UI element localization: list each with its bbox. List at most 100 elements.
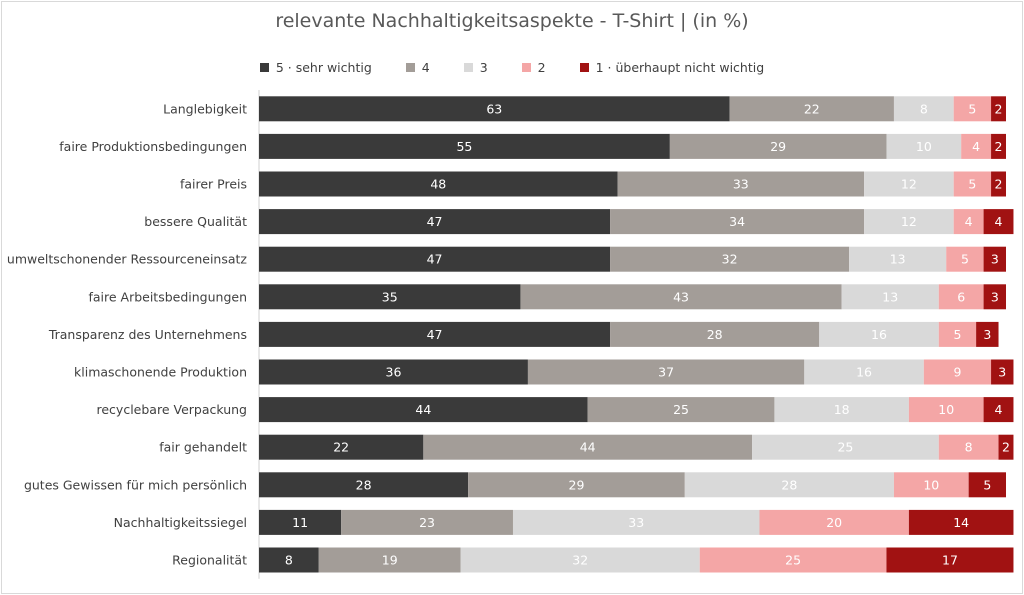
data-label: 44 bbox=[415, 402, 431, 417]
bar-segment bbox=[460, 547, 700, 573]
data-label: 11 bbox=[292, 515, 308, 530]
bar-segment bbox=[684, 472, 894, 498]
legend-label-2: 3 bbox=[479, 60, 488, 75]
bar-segment bbox=[259, 547, 319, 573]
data-label: 10 bbox=[923, 477, 939, 492]
data-label: 5 bbox=[961, 252, 969, 267]
data-label: 37 bbox=[658, 365, 674, 380]
category-label: gutes Gewissen für mich persönlich bbox=[24, 477, 247, 492]
bar-segment bbox=[259, 171, 618, 197]
data-label: 35 bbox=[382, 289, 398, 304]
data-label: 25 bbox=[673, 402, 689, 417]
bar-segment bbox=[864, 209, 954, 235]
bar-segment bbox=[991, 96, 1006, 122]
data-label: 2 bbox=[995, 139, 1003, 154]
data-label: 4 bbox=[972, 139, 980, 154]
legend-label-0: 5 · sehr wichtig bbox=[275, 60, 372, 75]
data-label: 47 bbox=[427, 327, 443, 342]
bar-segment bbox=[991, 359, 1014, 385]
legend-swatch-1 bbox=[405, 63, 415, 72]
data-label: 8 bbox=[965, 440, 973, 455]
category-label: Langlebigkeit bbox=[163, 101, 247, 116]
bar-segment bbox=[259, 321, 611, 347]
legend-swatch-2 bbox=[463, 63, 473, 72]
data-label: 47 bbox=[427, 214, 443, 229]
category-label: fair gehandelt bbox=[159, 440, 247, 455]
bar-segment bbox=[991, 133, 1006, 159]
category-label: Regionalität bbox=[172, 553, 247, 568]
bar-segment bbox=[908, 397, 984, 423]
data-label: 28 bbox=[356, 477, 372, 492]
data-label: 13 bbox=[890, 252, 906, 267]
data-label: 6 bbox=[957, 289, 965, 304]
data-label: 28 bbox=[781, 477, 797, 492]
legend-swatch-4 bbox=[579, 63, 589, 72]
bar-segment bbox=[849, 246, 947, 272]
data-label: 14 bbox=[953, 515, 969, 530]
bar-segment bbox=[819, 321, 939, 347]
category-label: Transparenz des Unternehmens bbox=[48, 327, 247, 342]
bar-segment bbox=[752, 434, 939, 460]
bar-segment bbox=[908, 509, 1014, 535]
bar-segment bbox=[729, 96, 894, 122]
bar-segment bbox=[976, 321, 999, 347]
data-label: 5 bbox=[953, 327, 961, 342]
bar-segment bbox=[983, 246, 1006, 272]
bar-segment bbox=[953, 171, 992, 197]
bar-segment bbox=[699, 547, 887, 573]
legend-item-0: 5 · sehr wichtig bbox=[259, 60, 372, 75]
bar-segment bbox=[998, 434, 1014, 460]
legend-label-1: 4 bbox=[421, 60, 430, 75]
data-label: 29 bbox=[569, 477, 585, 492]
bar-segment bbox=[983, 284, 1006, 310]
bar-segment bbox=[759, 509, 909, 535]
bar-segment bbox=[259, 209, 611, 235]
data-label: 23 bbox=[419, 515, 435, 530]
data-label: 33 bbox=[628, 515, 644, 530]
bar-segment bbox=[259, 284, 521, 310]
data-label: 5 bbox=[983, 477, 991, 492]
data-label: 55 bbox=[456, 139, 472, 154]
data-label: 4 bbox=[965, 214, 973, 229]
legend-swatch-0 bbox=[259, 63, 269, 72]
bar-segment bbox=[938, 434, 999, 460]
data-label: 16 bbox=[871, 327, 887, 342]
data-label: 2 bbox=[995, 101, 1003, 116]
data-label: 3 bbox=[991, 289, 999, 304]
data-label: 18 bbox=[834, 402, 850, 417]
bar-segment bbox=[893, 96, 954, 122]
bar-segment bbox=[610, 246, 850, 272]
bar-segment bbox=[259, 434, 424, 460]
legend-item-4: 1 · überhaupt nicht wichtig bbox=[579, 60, 764, 75]
data-label: 8 bbox=[285, 553, 293, 568]
bar-segment bbox=[610, 321, 820, 347]
data-label: 2 bbox=[995, 177, 1003, 192]
bar-segment bbox=[423, 434, 753, 460]
data-label: 2 bbox=[1002, 440, 1010, 455]
category-label: fairer Preis bbox=[180, 177, 247, 192]
data-label: 9 bbox=[953, 365, 961, 380]
bar-segment bbox=[946, 246, 984, 272]
data-label: 12 bbox=[901, 177, 917, 192]
data-label: 34 bbox=[729, 214, 745, 229]
data-label: 36 bbox=[386, 365, 402, 380]
bar-segment bbox=[617, 171, 865, 197]
bar-segment bbox=[259, 397, 588, 423]
data-label: 4 bbox=[995, 402, 1003, 417]
data-label: 5 bbox=[968, 101, 976, 116]
data-label: 13 bbox=[882, 289, 898, 304]
category-label: faire Produktionsbedingungen bbox=[59, 139, 247, 154]
bar-segment bbox=[259, 359, 528, 385]
bar-segment bbox=[610, 209, 865, 235]
bar-segment bbox=[804, 359, 924, 385]
category-label: umweltschonender Ressourceneinsatz bbox=[7, 252, 248, 267]
data-label: 33 bbox=[733, 177, 749, 192]
data-label: 3 bbox=[998, 365, 1006, 380]
bar-segment bbox=[886, 547, 1014, 573]
data-label: 43 bbox=[673, 289, 689, 304]
bar-segment bbox=[886, 133, 962, 159]
data-label: 32 bbox=[572, 553, 588, 568]
data-label: 20 bbox=[826, 515, 842, 530]
data-label: 17 bbox=[942, 553, 958, 568]
data-label: 10 bbox=[916, 139, 932, 154]
